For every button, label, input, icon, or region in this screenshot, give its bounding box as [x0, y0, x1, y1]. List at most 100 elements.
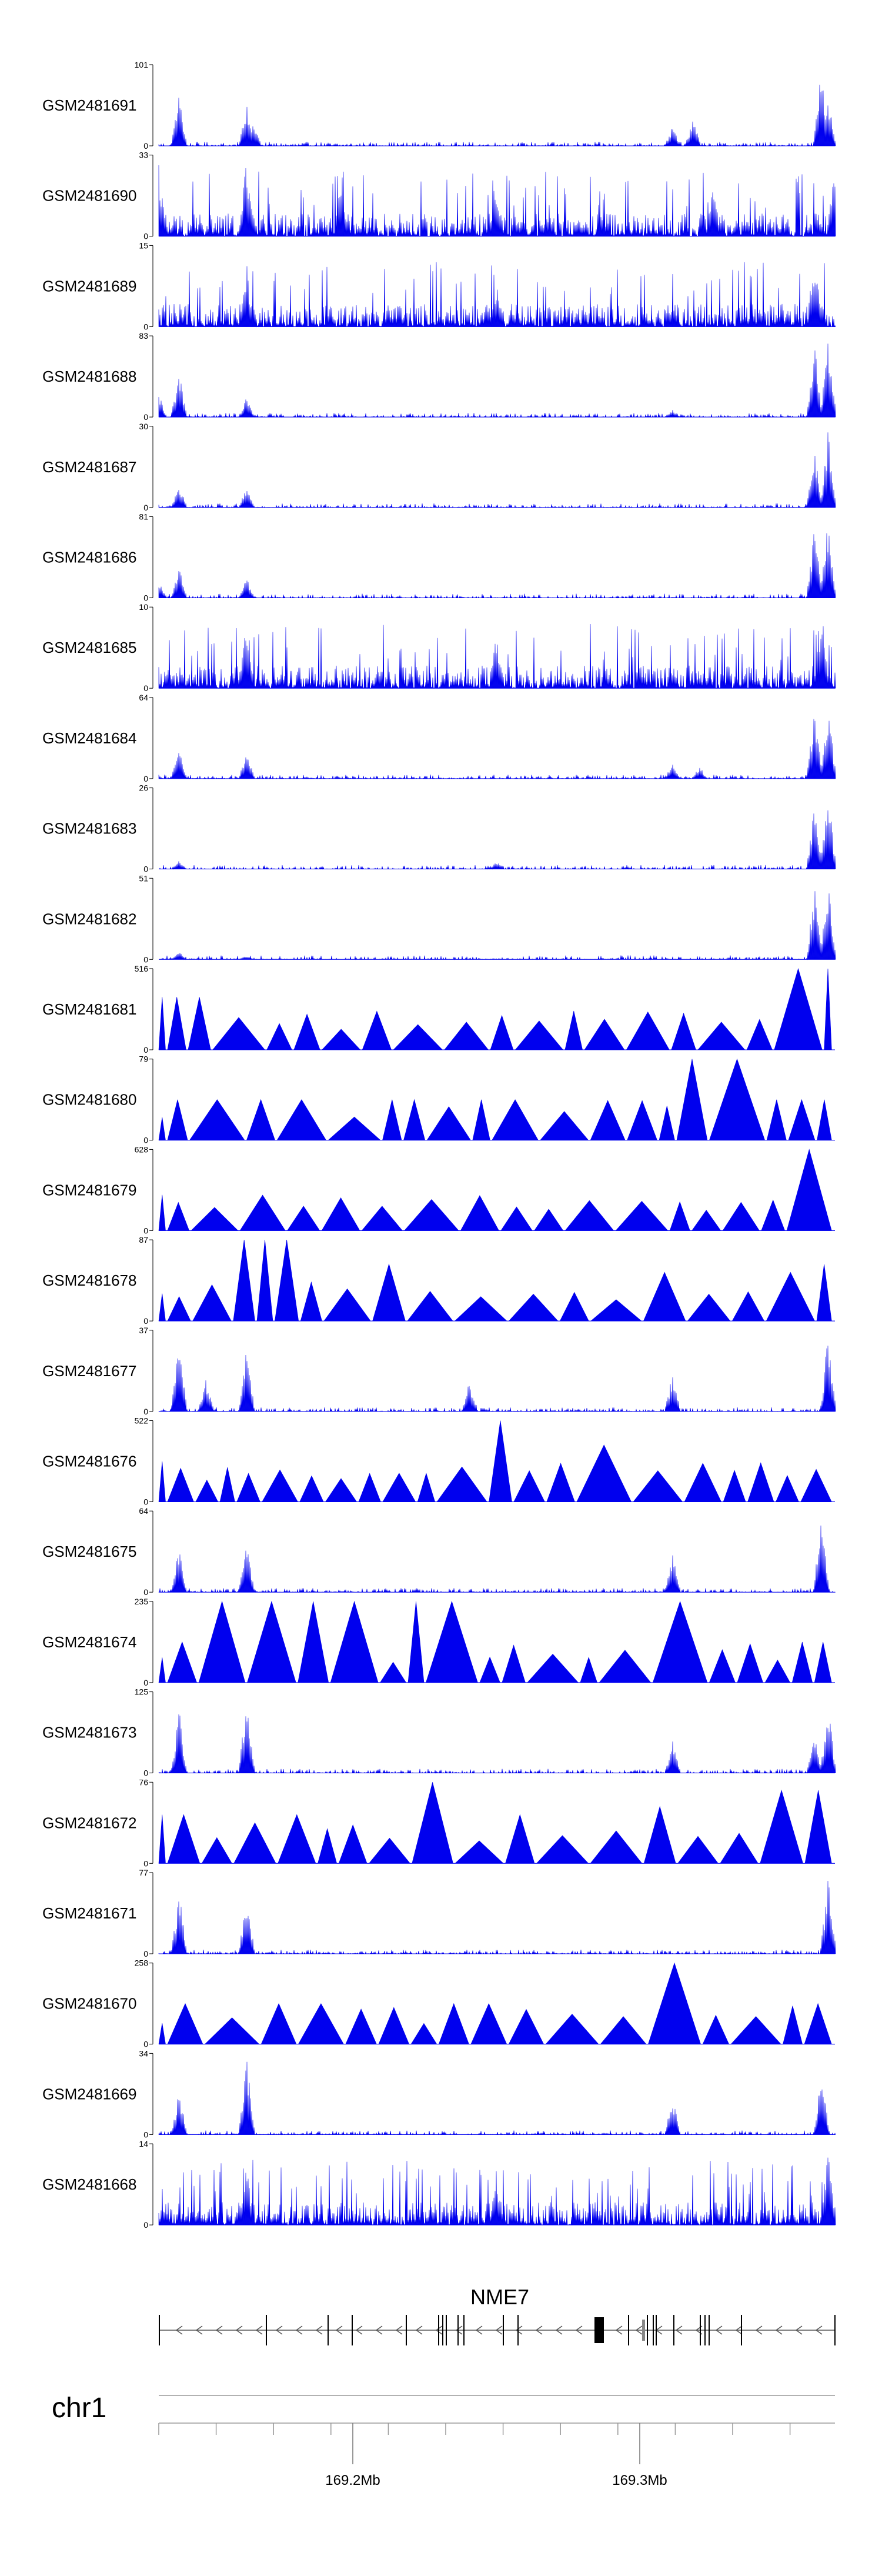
signal-area — [158, 967, 835, 1050]
signal-area — [159, 891, 836, 960]
tick-label-169.2: 169.2Mb — [325, 2472, 380, 2488]
track-GSM2481687: GSM2481687 30 0 — [42, 422, 836, 512]
signal-area — [158, 1240, 835, 1322]
scale-max-label: 37 — [139, 1326, 148, 1335]
scale-max-label: 33 — [139, 151, 148, 160]
scale-max-label: 101 — [135, 60, 149, 69]
track-GSM2481669: GSM2481669 34 0 — [42, 2048, 836, 2139]
track-label: GSM2481674 — [42, 1633, 136, 1651]
exon — [463, 2315, 465, 2345]
track-label: GSM2481680 — [42, 1091, 136, 1109]
strand-arrow — [415, 2325, 423, 2335]
track-GSM2481673: GSM2481673 125 0 — [42, 1687, 836, 1778]
strand-arrow — [675, 2325, 683, 2335]
tick-label-169.3: 169.3Mb — [612, 2472, 667, 2488]
track-label: GSM2481672 — [42, 1814, 136, 1831]
track-label: GSM2481669 — [42, 2085, 136, 2103]
exon — [656, 2315, 657, 2345]
scale-min-label: 0 — [143, 2130, 148, 2139]
scale-min-label: 0 — [143, 683, 148, 693]
scale-max-label: 64 — [139, 693, 148, 702]
chromosome-label: chr1 — [52, 2393, 106, 2424]
exon — [741, 2315, 742, 2345]
signal-area — [158, 262, 836, 328]
track-GSM2481690: GSM2481690 33 0 — [42, 151, 836, 241]
scale-min-label: 0 — [143, 1497, 148, 1507]
exon — [700, 2315, 701, 2345]
track-GSM2481691: GSM2481691 101 0 — [42, 60, 836, 151]
track-label: GSM2481670 — [42, 1995, 136, 2013]
signal-area — [158, 1962, 835, 2044]
scale-max-label: 77 — [139, 1868, 148, 1877]
scale-max-label: 64 — [139, 1506, 148, 1516]
exon — [628, 2315, 629, 2345]
track-label: GSM2481673 — [42, 1724, 136, 1741]
scale-max-label: 26 — [139, 783, 148, 793]
signal-area — [158, 719, 836, 780]
scale-max-label: 628 — [135, 1144, 149, 1154]
strand-arrow — [575, 2325, 583, 2335]
track-label: GSM2481683 — [42, 820, 136, 837]
track-label: GSM2481682 — [42, 910, 136, 927]
track-label: GSM2481684 — [42, 729, 136, 747]
exon — [442, 2315, 443, 2345]
signal-area — [158, 1782, 835, 1864]
scale-max-label: 51 — [139, 873, 148, 883]
track-GSM2481677: GSM2481677 37 0 — [42, 1326, 836, 1416]
track-GSM2481688: GSM2481688 83 0 — [42, 331, 836, 422]
scale-min-label: 0 — [143, 1949, 148, 1958]
signal-area — [158, 432, 836, 508]
scale-min-label: 0 — [143, 1587, 148, 1597]
strand-arrow — [795, 2325, 803, 2335]
strand-arrow — [555, 2325, 563, 2335]
chromosome-axis: chr1 169.2Mb 169.3Mb — [52, 2393, 835, 2488]
scale-min-label: 0 — [143, 774, 148, 783]
track-label: GSM2481691 — [42, 96, 136, 114]
track-label: GSM2481688 — [42, 368, 136, 385]
exon — [352, 2315, 353, 2345]
signal-area — [158, 533, 836, 599]
strand-arrow — [175, 2325, 183, 2335]
strand-arrow — [235, 2325, 243, 2335]
scale-min-label: 0 — [143, 1407, 148, 1416]
track-GSM2481686: GSM2481686 81 0 — [42, 512, 836, 603]
exon — [159, 2315, 160, 2345]
track-label: GSM2481678 — [42, 1272, 136, 1289]
exon — [704, 2315, 706, 2345]
exon — [446, 2315, 447, 2345]
signal-area — [158, 84, 836, 147]
track-GSM2481670: GSM2481670 258 0 — [42, 1958, 835, 2049]
scale-min-label: 0 — [143, 141, 148, 151]
exon — [709, 2315, 710, 2345]
scale-min-label: 0 — [143, 232, 148, 241]
signal-area — [158, 1600, 835, 1683]
strand-arrow — [435, 2325, 443, 2335]
strand-arrow — [635, 2325, 643, 2335]
strand-arrow — [715, 2325, 723, 2335]
strand-arrow — [515, 2325, 523, 2335]
track-label: GSM2481677 — [42, 1362, 136, 1380]
track-label: GSM2481686 — [42, 549, 136, 566]
signal-area — [158, 1345, 836, 1412]
exon — [834, 2315, 836, 2345]
track-GSM2481683: GSM2481683 26 0 — [42, 783, 836, 874]
signal-area — [158, 1420, 835, 1502]
signal-area — [158, 1149, 835, 1231]
track-GSM2481678: GSM2481678 87 0 — [42, 1235, 835, 1326]
exon — [406, 2315, 407, 2345]
strand-arrow — [375, 2325, 383, 2335]
scale-min-label: 0 — [143, 1136, 148, 1145]
scale-max-label: 15 — [139, 241, 148, 250]
exon — [328, 2315, 329, 2345]
exon — [503, 2315, 504, 2345]
track-GSM2481685: GSM2481685 10 0 — [42, 602, 836, 693]
track-label: GSM2481668 — [42, 2175, 136, 2193]
track-GSM2481674: GSM2481674 235 0 — [42, 1597, 835, 1687]
strand-arrow — [535, 2325, 543, 2335]
scale-min-label: 0 — [143, 2040, 148, 2049]
scale-min-label: 0 — [143, 1316, 148, 1326]
exon — [457, 2315, 459, 2345]
track-label: GSM2481681 — [42, 1000, 136, 1018]
track-label: GSM2481675 — [42, 1543, 136, 1560]
